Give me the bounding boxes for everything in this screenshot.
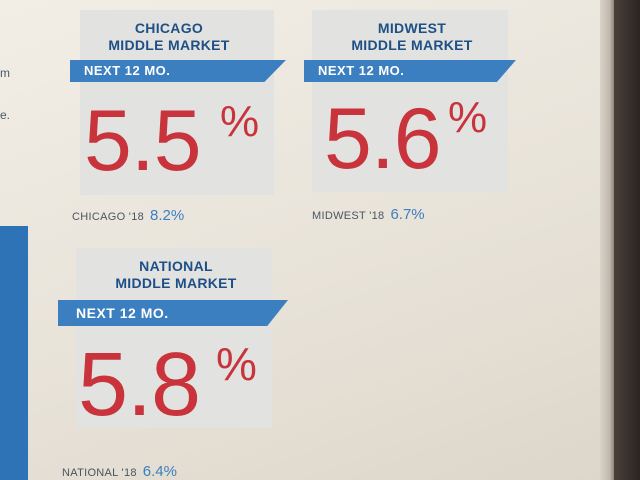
footnote-label: NATIONAL '18 <box>62 467 137 479</box>
percent-sign: % <box>216 338 257 390</box>
card-title-line2: MIDDLE MARKET <box>108 37 230 53</box>
footnote: NATIONAL '18 6.4% <box>62 463 177 480</box>
midwest-stat-card: MIDWEST MIDDLE MARKET NEXT 12 MO. 5.6 % … <box>300 10 520 225</box>
card-background <box>312 10 508 192</box>
forecast-value: 5.5 <box>84 93 202 189</box>
forecast-value: 5.8 <box>78 335 201 435</box>
card-title-line1: NATIONAL <box>139 258 213 274</box>
next-12-mo-banner: NEXT 12 MO. <box>58 300 288 326</box>
footnote-label: CHICAGO '18 <box>72 211 145 223</box>
footnote-value: 6.4% <box>142 463 177 480</box>
background-surface <box>614 0 640 480</box>
card-title-line2: MIDDLE MARKET <box>351 37 473 53</box>
footnote-label: MIDWEST '18 <box>312 210 385 222</box>
blue-side-panel <box>0 226 28 480</box>
forecast-value: 5.6 <box>324 91 442 187</box>
document-page: m e. CHICAGO MIDDLE MARKET NEXT 12 MO. 5… <box>0 0 612 480</box>
next-12-mo-banner: NEXT 12 MO. <box>70 60 286 82</box>
footnote-value: 8.2% <box>150 207 185 224</box>
percent-sign: % <box>448 93 488 142</box>
card-title-line2: MIDDLE MARKET <box>115 275 237 291</box>
card-title-line1: MIDWEST <box>377 20 447 36</box>
national-stat-card: NATIONAL MIDDLE MARKET NEXT 12 MO. 5.8 %… <box>52 248 288 480</box>
card-background <box>76 248 272 428</box>
next-12-mo-banner: NEXT 12 MO. <box>304 60 516 82</box>
footnote-value: 6.7% <box>390 206 425 223</box>
percent-sign: % <box>220 97 260 146</box>
footnote: CHICAGO '18 8.2% <box>72 207 184 225</box>
card-title-line1: CHICAGO <box>134 20 204 36</box>
cropped-text-fragment: m <box>0 66 10 80</box>
page-edge <box>600 0 614 480</box>
footnote: MIDWEST '18 6.7% <box>312 206 425 224</box>
card-background <box>80 10 274 195</box>
chicago-stat-card: CHICAGO MIDDLE MARKET NEXT 12 MO. 5.5 % … <box>64 10 286 225</box>
cropped-text-fragment: e. <box>0 108 11 122</box>
